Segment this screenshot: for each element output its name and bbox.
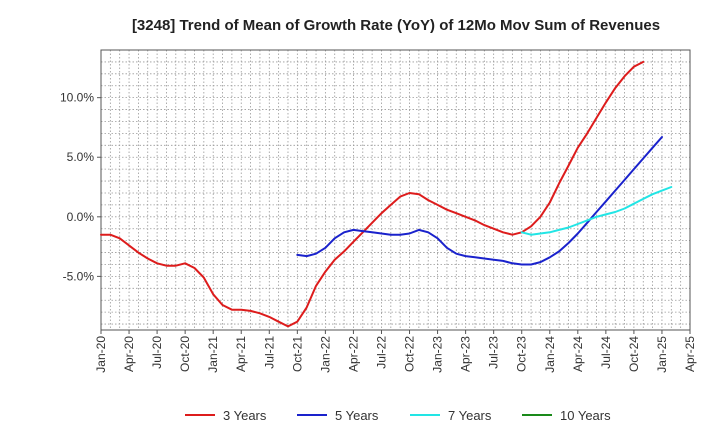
x-tick-label: Oct-24 (627, 336, 641, 372)
x-tick-label: Jan-22 (318, 336, 332, 373)
series-line-3-years (100, 60, 645, 328)
plot-border (100, 49, 691, 331)
x-tick-label: Apr-23 (459, 336, 473, 372)
x-tick-label: Jul-20 (150, 336, 164, 369)
legend-label: 5 Years (335, 408, 379, 423)
x-tick-label: Jul-23 (487, 336, 501, 369)
grid (101, 49, 690, 330)
legend: 3 Years 5 Years 7 Years 10 Years (185, 408, 611, 423)
chart-title: [3248] Trend of Mean of Growth Rate (YoY… (132, 17, 660, 34)
legend-label: 7 Years (448, 408, 492, 423)
y-tick-label: 5.0% (67, 150, 95, 164)
x-tick-label: Oct-23 (515, 336, 529, 372)
x-tick-label: Jan-20 (94, 336, 108, 373)
x-tick-label: Jan-24 (543, 336, 557, 373)
x-tick-label: Apr-20 (122, 336, 136, 372)
y-tick-label: -5.0% (63, 269, 95, 283)
x-tick-label: Jan-23 (431, 336, 445, 373)
series-lines (100, 60, 673, 328)
x-tick-label: Apr-22 (346, 336, 360, 372)
axes: 10.0% 5.0% 0.0% -5.0% Jan-20 Apr-20 Jul-20 Oct-… (60, 49, 697, 373)
x-tick-label: Jan-25 (655, 336, 669, 373)
series-line-7-years (520, 186, 673, 236)
series-line-5-years (296, 136, 663, 266)
x-tick-label: Oct-20 (178, 336, 192, 372)
x-tick-label: Apr-24 (571, 336, 585, 372)
plot-area (101, 50, 690, 330)
x-tick-label: Apr-21 (234, 336, 248, 372)
y-tick-label: 0.0% (67, 210, 95, 224)
legend-label: 10 Years (560, 408, 611, 423)
x-tick-label: Jan-21 (206, 336, 220, 373)
x-tick-label: Apr-25 (683, 336, 697, 372)
x-tick-label: Jul-22 (374, 336, 388, 369)
x-tick-label: Jul-24 (599, 336, 613, 369)
x-tick-label: Jul-21 (262, 336, 276, 369)
legend-label: 3 Years (223, 408, 267, 423)
x-tick-label: Oct-22 (403, 336, 417, 372)
y-tick-label: 10.0% (60, 91, 94, 105)
x-tick-label: Oct-21 (290, 336, 304, 372)
